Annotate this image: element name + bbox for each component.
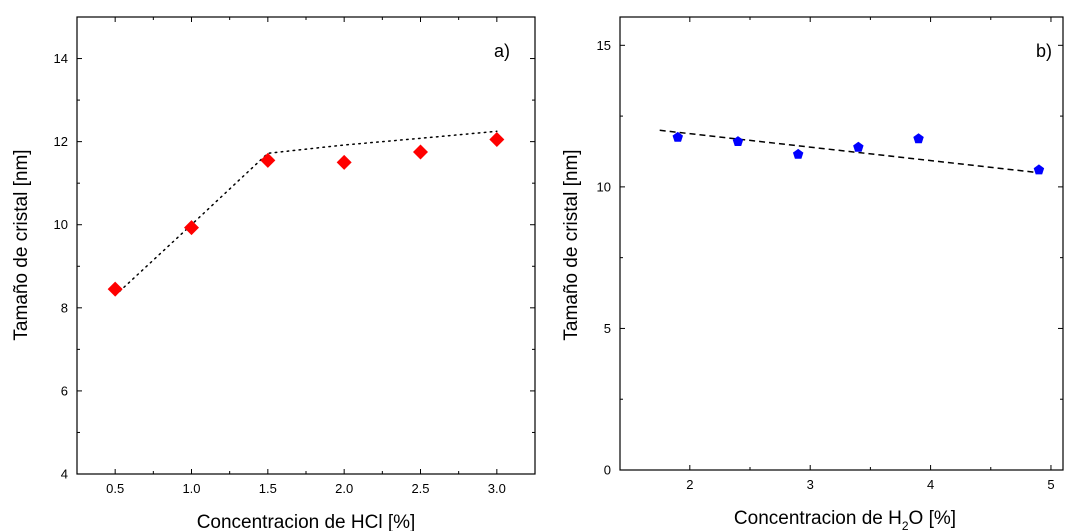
y-tick-label: 10 — [597, 179, 611, 194]
x-axis-ticks-b: 2 3 4 5 — [686, 17, 1055, 492]
y-axis-ticks-b: 0 5 10 15 — [597, 38, 1063, 478]
data-point — [260, 152, 276, 168]
y-axis-ticks-a: 4 6 8 10 12 14 — [54, 51, 535, 482]
panel-label-b: b) — [1036, 41, 1052, 61]
data-point — [107, 281, 123, 297]
fit-line-a — [114, 130, 498, 297]
y-tick-label: 10 — [54, 217, 68, 232]
data-point — [336, 154, 352, 170]
panel-label-a: a) — [494, 41, 510, 61]
y-axis-title-a: Tamaño de cristal [nm] — [11, 149, 32, 340]
y-tick-label: 5 — [604, 321, 611, 336]
x-axis-title-b-main: Concentracion de H — [734, 508, 902, 529]
x-tick-label: 4 — [927, 477, 934, 492]
x-tick-label: 1.5 — [259, 481, 277, 496]
fit-line-b — [659, 129, 1039, 174]
x-axis-ticks-a: 0.5 1.0 1.5 2.0 2.5 3.0 — [106, 17, 506, 496]
data-point — [853, 141, 864, 152]
plot-frame-a — [76, 16, 536, 475]
data-point — [913, 133, 924, 144]
x-axis-title-b-subscript: 2 — [902, 519, 909, 531]
data-point — [732, 136, 744, 147]
x-axis-title-a: Concentracion de HCl [%] — [197, 512, 416, 531]
y-tick-label: 0 — [604, 463, 611, 478]
x-axis-title-b-tail: O [%] — [909, 508, 957, 529]
x-tick-label: 3 — [807, 477, 814, 492]
x-tick-label: 2 — [686, 477, 693, 492]
data-point — [184, 220, 199, 236]
data-point — [672, 131, 684, 142]
x-tick-label: 0.5 — [106, 481, 124, 496]
x-tick-label: 3.0 — [488, 481, 506, 496]
y-tick-label: 12 — [54, 134, 68, 149]
x-axis-title-b: Concentracion de H2O [%] — [734, 508, 956, 531]
y-tick-label: 8 — [61, 300, 68, 315]
y-axis-title-b: Tamaño de cristal [nm] — [561, 149, 582, 340]
x-tick-label: 2.5 — [411, 481, 429, 496]
x-tick-label: 2.0 — [335, 481, 353, 496]
data-point — [1033, 164, 1045, 175]
y-tick-label: 15 — [597, 38, 611, 53]
plot-frame-b — [619, 16, 1064, 471]
data-point — [792, 148, 804, 159]
y-tick-label: 6 — [61, 383, 68, 398]
data-point — [489, 132, 505, 148]
x-tick-label: 1.0 — [182, 481, 200, 496]
y-tick-label: 14 — [54, 51, 68, 66]
y-tick-label: 4 — [61, 467, 68, 482]
data-point — [413, 144, 428, 160]
x-tick-label: 5 — [1047, 477, 1054, 492]
data-points-b — [672, 131, 1045, 175]
chart-panel-a: 0.5 1.0 1.5 2.0 2.5 3.0 4 6 8 10 12 14 a) Concentr… — [11, 16, 536, 531]
data-points-a — [107, 132, 505, 297]
